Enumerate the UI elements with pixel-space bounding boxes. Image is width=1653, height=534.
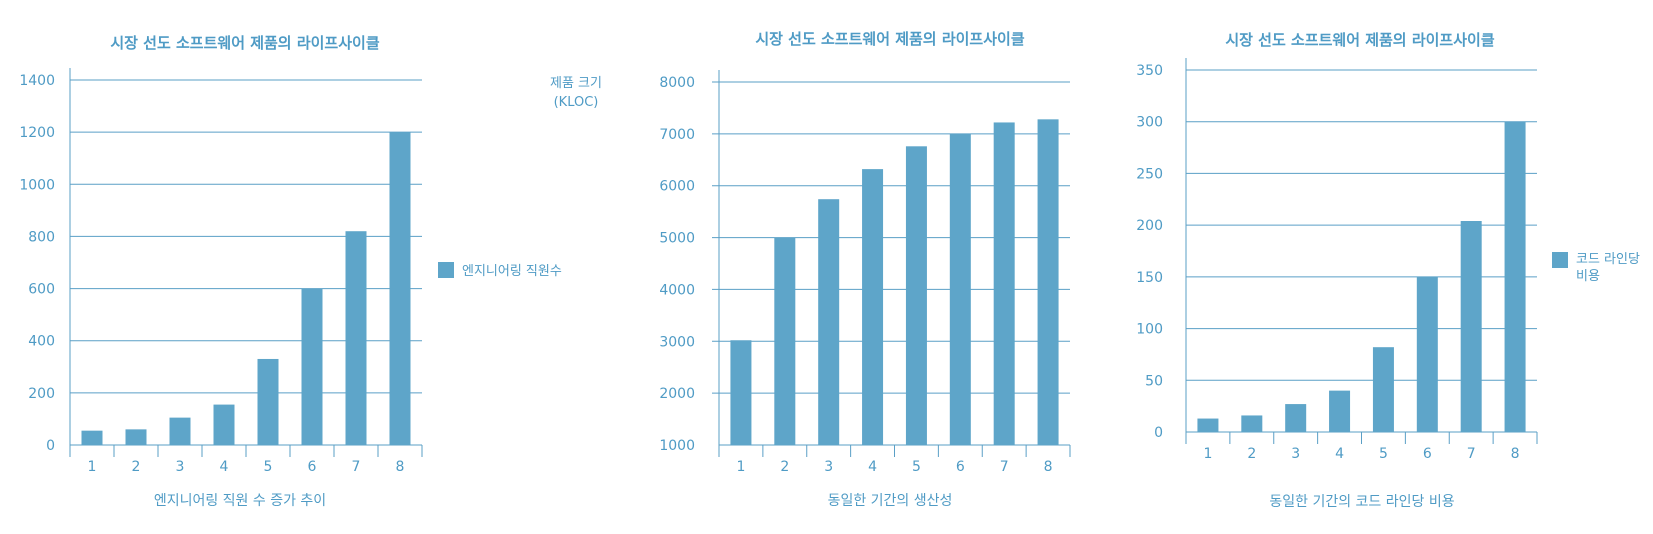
- x-tick-label: 5: [1379, 446, 1388, 462]
- x-tick-label: 3: [824, 459, 833, 475]
- x-axis-label: 동일한 기간의 생산성: [828, 493, 953, 509]
- y-tick-label: 50: [1145, 373, 1163, 389]
- x-tick-label: 1: [88, 459, 97, 475]
- y-tick-label: 200: [28, 386, 55, 402]
- bar: [1329, 390, 1351, 432]
- chart-title: 시장 선도 소프트웨어 제품의 라이프사이클: [110, 34, 379, 52]
- y-tick-label: 600: [28, 282, 55, 298]
- y-tick-label: 5000: [659, 231, 695, 247]
- legend-label: 엔지니어링 직원수: [462, 264, 562, 279]
- x-tick-label: 6: [308, 459, 317, 475]
- x-tick-label: 6: [956, 459, 965, 475]
- y-tick-label: 300: [1136, 115, 1163, 131]
- legend-label: 코드 라인당: [1576, 252, 1640, 267]
- x-tick-label: 1: [736, 459, 745, 475]
- bar: [730, 340, 752, 445]
- bar: [774, 237, 796, 445]
- y-tick-label: 800: [28, 229, 55, 245]
- bar: [345, 231, 367, 445]
- bar: [81, 430, 103, 445]
- bar: [1504, 121, 1526, 432]
- x-tick-label: 8: [1511, 446, 1520, 462]
- y-tick-label: 4000: [659, 282, 695, 298]
- y-tick-label: 0: [1154, 425, 1163, 441]
- y-tick-label: 150: [1136, 270, 1163, 286]
- legend-swatch: [1552, 252, 1568, 268]
- legend: 엔지니어링 직원수: [438, 262, 562, 279]
- x-tick-label: 1: [1203, 446, 1212, 462]
- bar: [1241, 415, 1263, 432]
- x-tick-label: 3: [176, 459, 185, 475]
- chart-title: 시장 선도 소프트웨어 제품의 라이프사이클: [1225, 31, 1494, 49]
- y-tick-label: 3000: [659, 334, 695, 350]
- y-axis-label: (KLOC): [554, 95, 599, 110]
- bar: [213, 404, 235, 445]
- legend-swatch: [438, 262, 454, 278]
- x-tick-label: 2: [132, 459, 141, 475]
- bar: [1197, 418, 1219, 432]
- bar: [125, 429, 147, 445]
- bar: [169, 417, 191, 445]
- x-tick-label: 8: [396, 459, 405, 475]
- x-tick-label: 4: [868, 459, 877, 475]
- x-tick-label: 2: [1247, 446, 1256, 462]
- bar: [862, 169, 884, 445]
- x-axis-label: 동일한 기간의 코드 라인당 비용: [1269, 494, 1454, 510]
- y-tick-label: 1000: [659, 438, 695, 454]
- legend-label: 비용: [1576, 269, 1600, 284]
- y-tick-label: 1200: [19, 125, 55, 141]
- x-tick-label: 5: [264, 459, 273, 475]
- bar: [1416, 276, 1438, 432]
- x-axis-label: 엔지니어링 직원 수 증가 추이: [154, 493, 326, 509]
- bar: [905, 146, 927, 445]
- chart-title: 시장 선도 소프트웨어 제품의 라이프사이클: [755, 30, 1024, 48]
- y-tick-label: 6000: [659, 179, 695, 195]
- x-tick-label: 3: [1291, 446, 1300, 462]
- x-tick-label: 7: [352, 459, 361, 475]
- y-axis-label: 제품 크기: [550, 76, 602, 91]
- x-tick-label: 8: [1044, 459, 1053, 475]
- bar: [1460, 221, 1482, 432]
- y-tick-label: 8000: [659, 75, 695, 91]
- y-tick-label: 1000: [19, 177, 55, 193]
- bar: [818, 199, 840, 445]
- y-tick-label: 2000: [659, 386, 695, 402]
- y-tick-label: 100: [1136, 322, 1163, 338]
- chart-3: 시장 선도 소프트웨어 제품의 라이프사이클 0 50 100 150 200 250 300…: [1136, 31, 1640, 510]
- x-tick-label: 4: [220, 459, 229, 475]
- x-tick-label: 2: [780, 459, 789, 475]
- x-tick-label: 4: [1335, 446, 1344, 462]
- y-tick-label: 250: [1136, 166, 1163, 182]
- bar: [301, 288, 323, 445]
- y-tick-label: 0: [46, 438, 55, 454]
- bar: [1037, 119, 1059, 445]
- bar: [993, 122, 1015, 445]
- bar: [949, 133, 971, 445]
- x-tick-label: 5: [912, 459, 921, 475]
- bar: [1372, 347, 1394, 432]
- x-tick-label: 6: [1423, 446, 1432, 462]
- bar: [1285, 404, 1307, 432]
- y-tick-label: 350: [1136, 63, 1163, 79]
- y-tick-label: 7000: [659, 127, 695, 143]
- y-tick-label: 200: [1136, 218, 1163, 234]
- x-tick-label: 7: [1000, 459, 1009, 475]
- chart-1: 시장 선도 소프트웨어 제품의 라이프사이클 0 200 400 600 800 1000 1…: [19, 34, 561, 509]
- bar: [389, 132, 411, 445]
- y-tick-label: 400: [28, 334, 55, 350]
- bar: [257, 358, 279, 445]
- y-tick-label: 1400: [19, 73, 55, 89]
- x-tick-label: 7: [1467, 446, 1476, 462]
- chart-2: 시장 선도 소프트웨어 제품의 라이프사이클 1000 2000 3000 4000 50…: [550, 30, 1071, 509]
